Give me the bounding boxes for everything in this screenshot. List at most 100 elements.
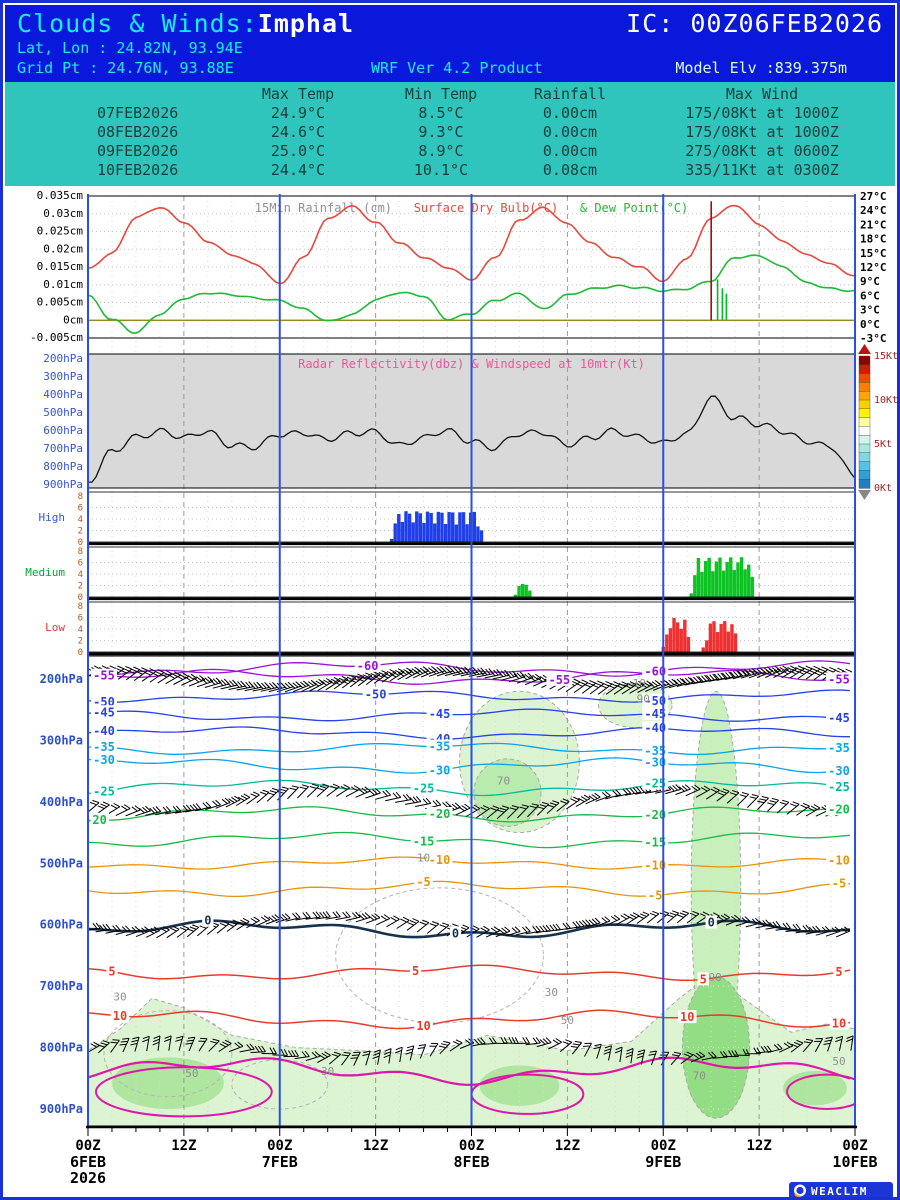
svg-text:0.01cm: 0.01cm <box>43 278 83 291</box>
svg-text:12Z: 12Z <box>555 1138 580 1154</box>
svg-text:-5: -5 <box>648 889 662 903</box>
svg-text:5: 5 <box>108 965 115 979</box>
svg-text:7FEB: 7FEB <box>262 1153 298 1171</box>
svg-text:-25: -25 <box>413 781 435 795</box>
svg-text:900hPa: 900hPa <box>43 478 83 491</box>
svg-text:200hPa: 200hPa <box>40 672 83 686</box>
table-row: 09FEB2026 25.0°C 8.9°C 0.00cm 275/08Kt a… <box>97 142 839 160</box>
svg-text:WEACLIM: WEACLIM <box>811 1185 868 1198</box>
svg-text:-45: -45 <box>429 707 451 721</box>
svg-text:10: 10 <box>832 1017 846 1031</box>
svg-text:-30: -30 <box>93 753 115 767</box>
svg-text:00Z: 00Z <box>651 1138 676 1154</box>
model-elevation: Model Elv :839.375m <box>675 59 847 77</box>
svg-text:70: 70 <box>497 775 510 788</box>
svg-text:-10: -10 <box>828 853 850 867</box>
svg-text:-25: -25 <box>828 780 850 794</box>
svg-text:5: 5 <box>700 972 707 986</box>
table-row: 10FEB2026 24.4°C 10.1°C 0.08cm 335/11Kt … <box>97 161 839 179</box>
svg-text:4: 4 <box>78 515 83 525</box>
grid-point: Grid Pt : 24.76N, 93.88E <box>17 59 234 77</box>
svg-text:0cm: 0cm <box>63 313 83 326</box>
svg-text:30: 30 <box>321 1065 334 1078</box>
svg-text:-60: -60 <box>644 665 666 679</box>
svg-text:5: 5 <box>835 965 842 979</box>
svg-text:-10: -10 <box>644 858 666 872</box>
svg-text:-55: -55 <box>828 672 850 686</box>
svg-text:-30: -30 <box>828 764 850 778</box>
svg-text:-20: -20 <box>828 802 850 816</box>
svg-text:-25: -25 <box>644 777 666 791</box>
svg-text:-25: -25 <box>93 785 115 799</box>
table-header-row: Max Temp Min Temp Rainfall Max Wind <box>5 85 895 104</box>
svg-text:-45: -45 <box>644 707 666 721</box>
svg-text:10FEB: 10FEB <box>832 1153 877 1171</box>
svg-text:00Z: 00Z <box>459 1138 484 1154</box>
lat-lon: Lat, Lon : 24.82N, 93.94E <box>17 39 243 57</box>
svg-text:0Kt: 0Kt <box>874 483 892 494</box>
svg-text:00Z: 00Z <box>267 1138 292 1154</box>
svg-text:4: 4 <box>78 625 83 635</box>
svg-text:900hPa: 900hPa <box>40 1102 83 1116</box>
svg-text:-50: -50 <box>365 687 387 701</box>
svg-text:0: 0 <box>78 648 83 658</box>
svg-text:0.03cm: 0.03cm <box>43 207 83 220</box>
svg-text:27°C: 27°C <box>860 190 887 203</box>
svg-text:800hPa: 800hPa <box>43 460 83 473</box>
svg-text:-40: -40 <box>644 721 666 735</box>
forecast-summary-table: Max Temp Min Temp Rainfall Max Wind 07FE… <box>5 82 895 186</box>
svg-text:90: 90 <box>709 971 722 984</box>
svg-text:10: 10 <box>633 677 646 690</box>
svg-text:0.035cm: 0.035cm <box>37 189 84 202</box>
initial-condition: IC: 00Z06FEB2026 <box>626 9 883 38</box>
svg-text:12Z: 12Z <box>746 1138 771 1154</box>
svg-text:6: 6 <box>78 559 83 569</box>
svg-text:9°C: 9°C <box>860 275 880 288</box>
svg-text:15Kt: 15Kt <box>874 351 897 362</box>
svg-text:600hPa: 600hPa <box>40 918 83 932</box>
svg-text:700hPa: 700hPa <box>40 979 83 993</box>
svg-text:00Z: 00Z <box>842 1138 867 1154</box>
svg-text:700hPa: 700hPa <box>43 442 83 455</box>
svg-text:10: 10 <box>417 851 430 864</box>
svg-text:30: 30 <box>113 990 126 1003</box>
svg-text:0.005cm: 0.005cm <box>37 296 84 309</box>
svg-text:-15: -15 <box>413 834 435 848</box>
svg-text:15°C: 15°C <box>860 247 887 260</box>
svg-text:10Kt: 10Kt <box>874 395 897 406</box>
svg-text:15Min Rainfall (cm) Surface: 15Min Rainfall (cm) Surface Dry Bulb(°C)… <box>255 201 689 215</box>
svg-text:-55: -55 <box>93 669 115 683</box>
svg-text:2: 2 <box>78 637 83 647</box>
svg-text:0: 0 <box>78 538 83 548</box>
page-title: Clouds & Winds: <box>17 9 258 38</box>
svg-text:-55: -55 <box>549 673 571 687</box>
svg-text:-30: -30 <box>429 764 451 778</box>
svg-text:Low: Low <box>45 621 65 634</box>
col-rainfall: Rainfall <box>533 85 607 103</box>
svg-text:800hPa: 800hPa <box>40 1041 83 1055</box>
svg-text:2026: 2026 <box>70 1169 106 1187</box>
svg-text:6°C: 6°C <box>860 289 880 302</box>
svg-text:24°C: 24°C <box>860 204 887 217</box>
svg-text:-50: -50 <box>644 694 666 708</box>
svg-text:2: 2 <box>78 527 83 537</box>
svg-text:-5: -5 <box>832 877 846 891</box>
svg-text:18°C: 18°C <box>860 233 887 246</box>
svg-text:6: 6 <box>78 614 83 624</box>
svg-text:High: High <box>39 511 66 524</box>
svg-text:8: 8 <box>78 492 83 502</box>
svg-text:-30: -30 <box>644 755 666 769</box>
svg-text:500hPa: 500hPa <box>40 856 83 870</box>
product-name: WRF Ver 4.2 Product <box>371 59 543 77</box>
svg-text:-60: -60 <box>357 659 379 673</box>
header-bar: Clouds & Winds: Imphal IC: 00Z06FEB2026 … <box>5 5 895 82</box>
svg-text:8: 8 <box>78 547 83 557</box>
svg-text:-5: -5 <box>416 875 430 889</box>
col-max-temp: Max Temp <box>261 85 335 103</box>
header-title-row: Clouds & Winds: Imphal IC: 00Z06FEB2026 <box>17 8 883 39</box>
svg-text:-3°C: -3°C <box>860 332 887 345</box>
svg-text:0: 0 <box>452 926 459 940</box>
meteogram-canvas: 0.035cm 0.03cm 0.025cm 0.02cm 0.015cm 0.01cm 0… <box>25 189 897 1198</box>
svg-text:5: 5 <box>412 964 419 978</box>
